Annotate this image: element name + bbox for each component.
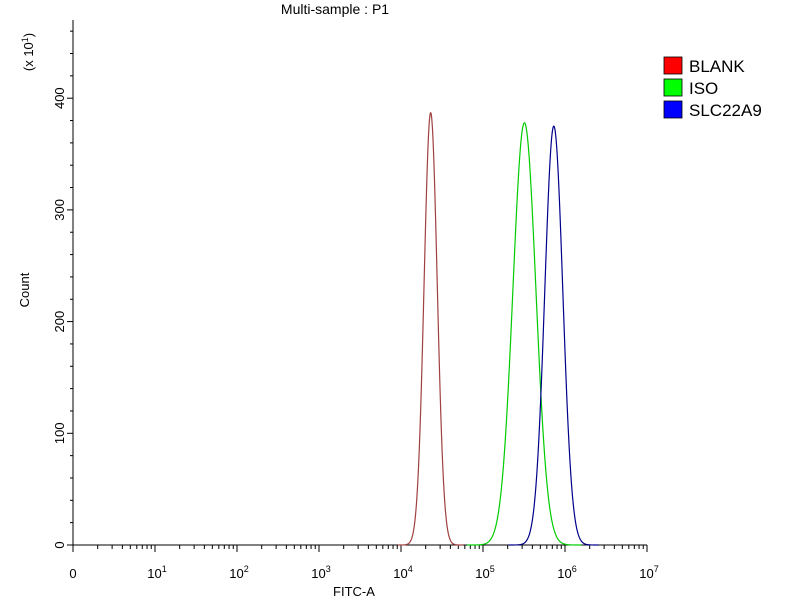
x-axis-title: FITC-A bbox=[333, 584, 375, 599]
x-tick-base: 10 bbox=[311, 566, 325, 581]
x-tick-exp: 5 bbox=[490, 564, 495, 574]
x-tick-exp: 6 bbox=[572, 564, 577, 574]
y-axis-ticks: 0 100 200 300 400 bbox=[52, 30, 73, 549]
x-tick-exp: 1 bbox=[162, 564, 167, 574]
y-tick-label: 100 bbox=[52, 422, 67, 444]
x-tick-base: 10 bbox=[229, 566, 243, 581]
x-tick-label: 103 bbox=[311, 564, 330, 581]
y-multiplier-close: ) bbox=[21, 33, 36, 37]
plot-frame bbox=[72, 20, 647, 546]
x-tick-label: 107 bbox=[639, 564, 658, 581]
y-multiplier-exp: 1 bbox=[20, 37, 30, 42]
x-tick-label: 102 bbox=[229, 564, 248, 581]
legend-label-iso: ISO bbox=[689, 79, 718, 98]
y-multiplier-label: (x 101) bbox=[20, 33, 36, 71]
x-tick-exp: 2 bbox=[244, 564, 249, 574]
series-layer bbox=[397, 111, 599, 546]
legend-swatch-slc22a9 bbox=[663, 100, 683, 119]
x-tick-label: 104 bbox=[393, 564, 412, 581]
x-tick-base: 0 bbox=[69, 566, 76, 581]
x-tick-base: 10 bbox=[639, 566, 653, 581]
x-tick-exp: 3 bbox=[326, 564, 331, 574]
x-tick-label: 0 bbox=[69, 566, 76, 581]
legend-label-blank: BLANK bbox=[689, 57, 745, 76]
x-axis-ticks: 0 101 102 103 104 105 106 107 bbox=[69, 545, 659, 581]
chart-title: Multi-sample : P1 bbox=[281, 1, 389, 17]
legend-swatch-blank bbox=[663, 56, 683, 75]
x-tick-label: 101 bbox=[147, 564, 166, 581]
svg-text:(x 101): (x 101) bbox=[20, 33, 36, 71]
y-axis-title: Count bbox=[17, 272, 32, 307]
legend: BLANK ISO SLC22A9 bbox=[663, 56, 762, 120]
legend-label-slc22a9: SLC22A9 bbox=[689, 101, 762, 120]
x-tick-base: 10 bbox=[475, 566, 489, 581]
series-line-slc22a9 bbox=[508, 125, 599, 546]
y-tick-label: 0 bbox=[52, 541, 67, 548]
x-tick-label: 106 bbox=[557, 564, 576, 581]
series-line-iso bbox=[467, 122, 582, 546]
legend-swatch-iso bbox=[663, 78, 683, 97]
x-tick-label: 105 bbox=[475, 564, 494, 581]
y-tick-label: 300 bbox=[52, 199, 67, 221]
x-tick-exp: 7 bbox=[654, 564, 659, 574]
x-tick-base: 10 bbox=[557, 566, 571, 581]
y-tick-label: 200 bbox=[52, 311, 67, 333]
x-tick-exp: 4 bbox=[408, 564, 413, 574]
x-tick-base: 10 bbox=[393, 566, 407, 581]
series-line-blank bbox=[397, 111, 464, 546]
x-tick-base: 10 bbox=[147, 566, 161, 581]
y-tick-label: 400 bbox=[52, 87, 67, 109]
y-multiplier-base: (x 10 bbox=[21, 42, 36, 71]
